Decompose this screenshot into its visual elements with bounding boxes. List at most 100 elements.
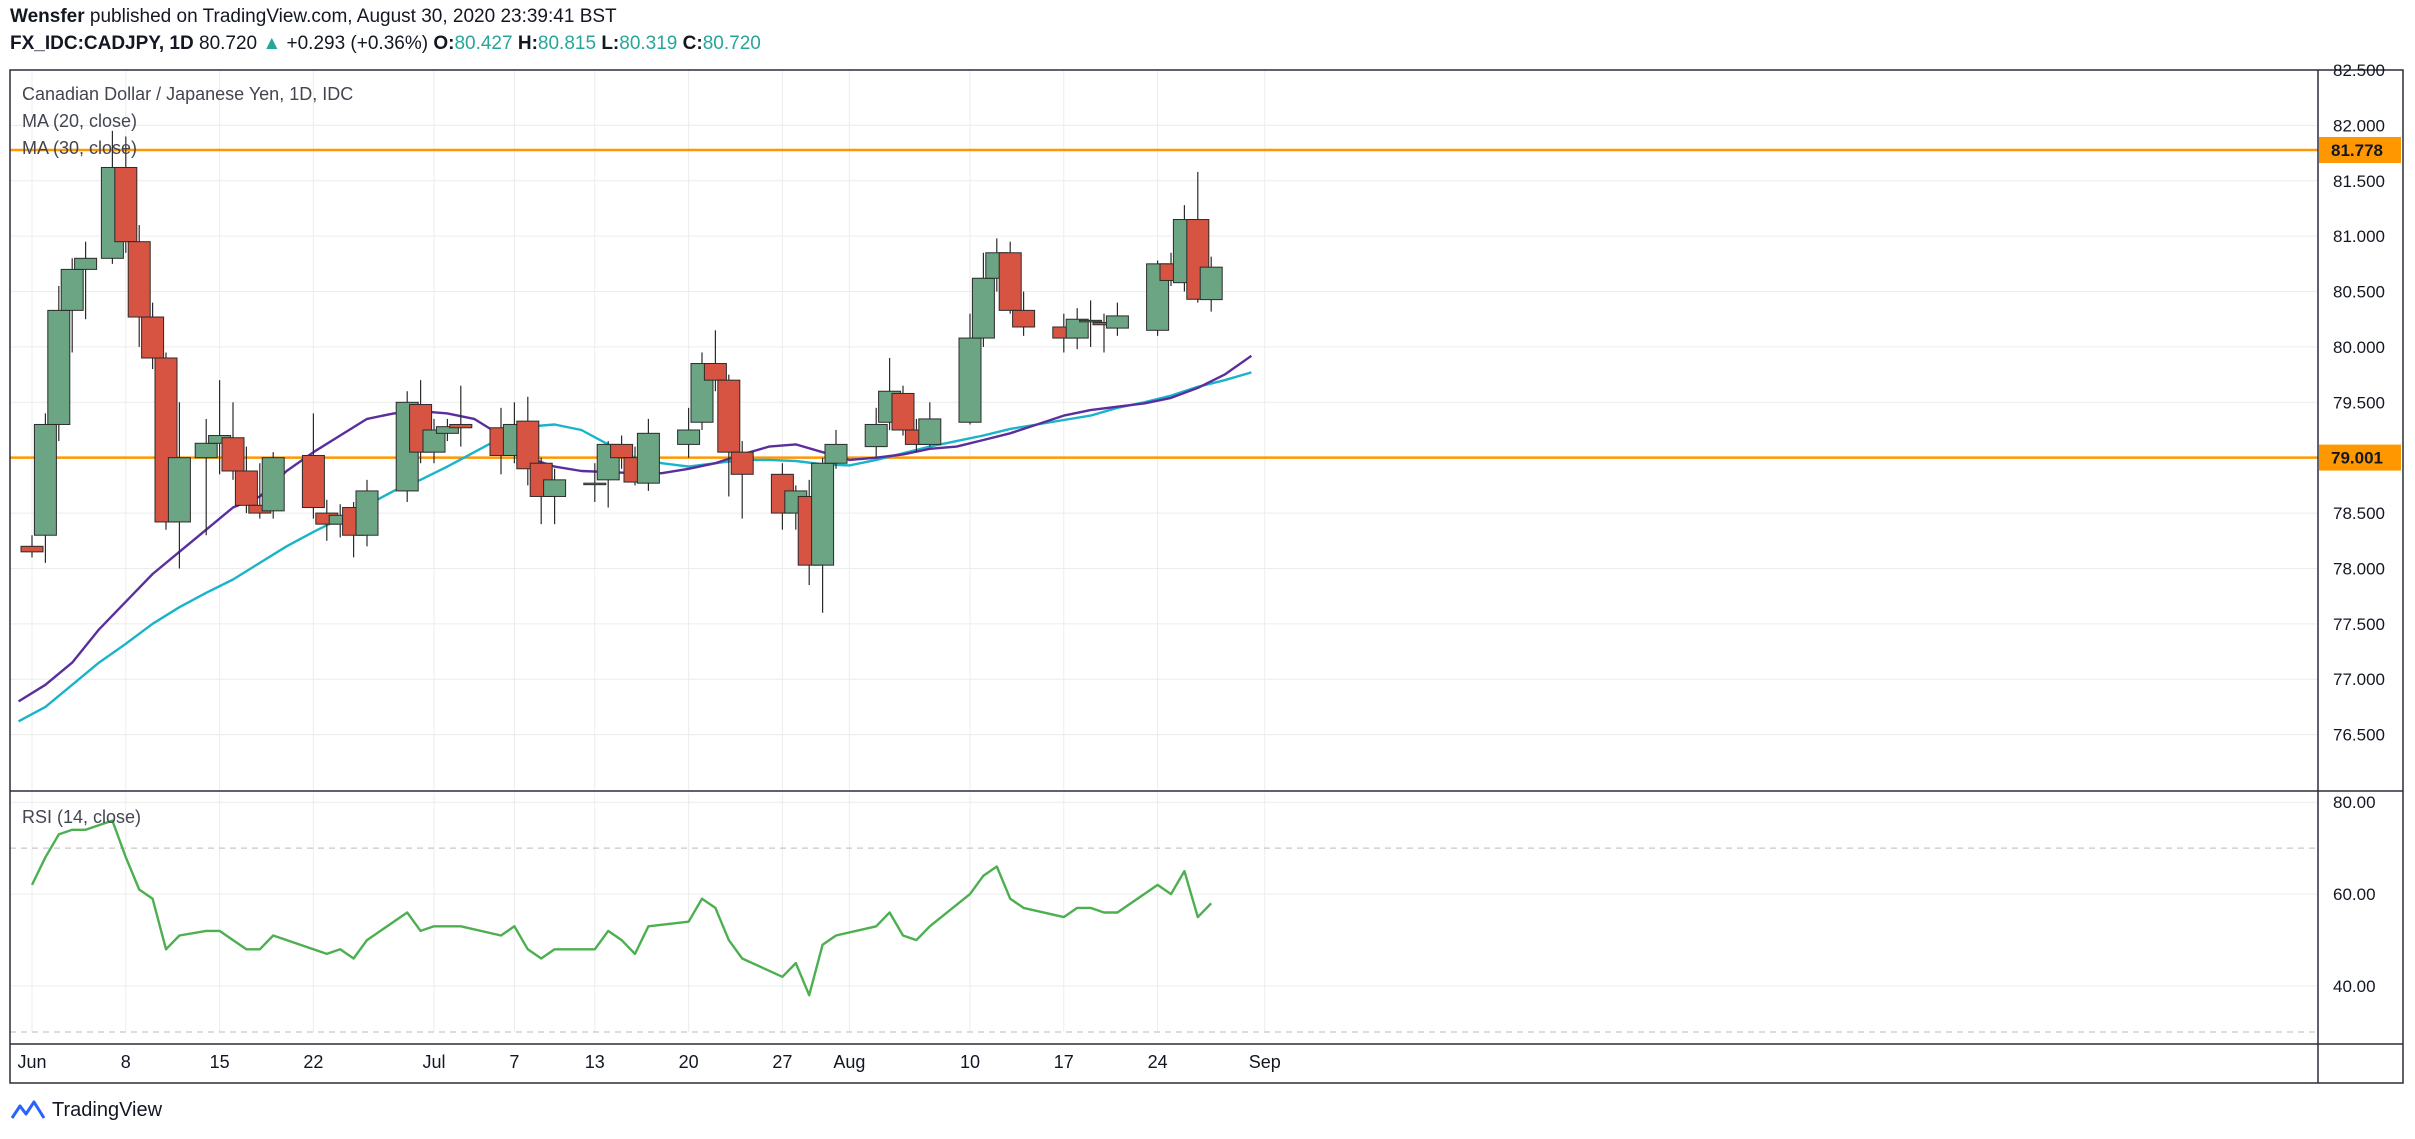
candle-body-up <box>435 426 459 434</box>
candle-body-down <box>703 363 727 381</box>
level-price-label: 79.001 <box>2331 449 2383 468</box>
rsi-line <box>30 819 1213 997</box>
price-axis[interactable]: 82.500 82.000 81.500 81.000 80.500 80.000 79.5… <box>2319 61 2401 996</box>
candle-body-down <box>127 241 151 318</box>
candle <box>998 241 1022 314</box>
candle-body-down <box>730 451 754 475</box>
candle-body-up <box>824 443 848 464</box>
close-value: 80.720 <box>702 33 761 54</box>
chart-frame <box>9 69 2404 1084</box>
time-axis[interactable]: Jun 8 15 22 Jul 7 13 20 27 Aug 10 17 24 Sep <box>17 1052 1280 1072</box>
candle-body-up <box>194 442 218 459</box>
candles-layer <box>20 130 1223 613</box>
candle <box>141 302 165 370</box>
level-price-tag <box>2319 136 2401 163</box>
candle-body-down <box>516 420 540 470</box>
open-label: O: <box>433 33 455 54</box>
tradingview-logo-icon <box>10 1100 46 1119</box>
candle <box>811 457 835 613</box>
candle-body-down <box>301 454 325 509</box>
candle <box>703 330 727 392</box>
candle <box>636 418 660 491</box>
price-tick-label: 78.500 <box>2333 504 2385 523</box>
candle-body-up <box>60 268 84 311</box>
candle-body-down <box>717 379 741 453</box>
candle <box>958 313 982 425</box>
candle-body-up <box>583 482 607 486</box>
author-name[interactable]: Wensfer <box>10 6 85 27</box>
candle <box>221 402 245 480</box>
candle-body-up <box>1079 319 1103 323</box>
time-tick-label: 13 <box>585 1052 605 1072</box>
candle-body-down <box>141 316 165 359</box>
candle <box>435 418 459 442</box>
ma20-line <box>17 354 1253 703</box>
time-tick-label: 15 <box>210 1052 230 1072</box>
time-tick-label: 10 <box>960 1052 980 1072</box>
rsi-layer <box>30 819 1213 997</box>
candle-body-down <box>114 166 138 243</box>
price-tick-label: 80.000 <box>2333 338 2385 357</box>
candle <box>127 225 151 347</box>
candle-body-down <box>1012 309 1036 328</box>
candle <box>583 463 607 502</box>
price-tick-label: 79.500 <box>2333 393 2385 412</box>
time-tick-label: 8 <box>121 1052 131 1072</box>
candle-body-up <box>543 479 567 497</box>
candle-body-up <box>636 432 660 484</box>
price-tick-label: 80.500 <box>2333 283 2385 302</box>
price-tick-label: 81.500 <box>2333 172 2385 191</box>
plot-border <box>9 69 2404 1084</box>
ma30-line <box>18 371 1252 723</box>
candle-body-down <box>20 545 44 553</box>
time-tick-label: 24 <box>1148 1052 1168 1072</box>
candle <box>1105 302 1129 336</box>
price-change: +0.293 (+0.36%) <box>286 33 429 54</box>
price-tick-label: 82.000 <box>2333 116 2385 135</box>
candle <box>20 535 44 558</box>
rsi-tick-label: 60.00 <box>2333 885 2376 904</box>
candle-body-up <box>1065 318 1089 339</box>
candle <box>1065 308 1089 350</box>
high-value: 80.815 <box>537 33 597 54</box>
time-tick-label: 20 <box>679 1052 699 1072</box>
tradingview-logo[interactable]: TradingView <box>10 1098 162 1122</box>
rsi-tick-label: 40.00 <box>2333 977 2376 996</box>
price-tick-label: 77.500 <box>2333 615 2385 634</box>
candle-body-up <box>355 490 379 536</box>
candle <box>918 402 942 447</box>
candle-body-down <box>998 252 1022 311</box>
last-price: 80.720 <box>199 33 258 54</box>
gridlines <box>10 69 2318 1033</box>
candle <box>194 418 218 536</box>
candle-body-up <box>1105 315 1129 329</box>
ma20-layer <box>17 354 1253 703</box>
candle-body-down <box>449 423 473 429</box>
candle <box>730 441 754 519</box>
candle <box>60 258 84 353</box>
candle <box>1012 291 1036 336</box>
low-label: L: <box>601 33 620 54</box>
publish-info: Wensfer published on TradingView.com, Au… <box>10 6 617 28</box>
candle <box>47 286 71 442</box>
published-text: published on TradingView.com, August 30,… <box>89 6 617 27</box>
brand-name: TradingView <box>52 1098 163 1121</box>
candle-body-up <box>811 462 835 566</box>
time-tick-label: 27 <box>772 1052 792 1072</box>
candle-body-up <box>33 423 57 536</box>
candle-body-up <box>422 429 446 453</box>
candle-body-down <box>891 392 915 431</box>
candle-body-up <box>864 423 888 448</box>
candle-body-up <box>261 457 285 512</box>
candle <box>1199 256 1223 312</box>
candle <box>167 402 191 569</box>
candle <box>33 413 57 563</box>
price-tick-label: 76.500 <box>2333 726 2385 745</box>
horizontal-levels[interactable] <box>10 148 2318 459</box>
time-tick-label: 7 <box>509 1052 519 1072</box>
candle <box>422 418 446 464</box>
candle <box>261 452 285 519</box>
ma20-legend: MA (20, close) <box>22 111 137 131</box>
candle-body-down <box>221 437 245 472</box>
